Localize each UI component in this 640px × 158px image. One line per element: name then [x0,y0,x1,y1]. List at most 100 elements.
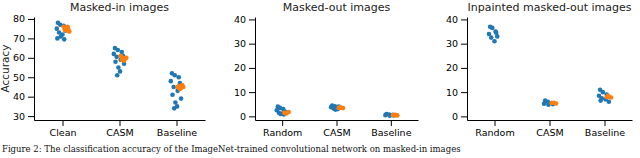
point [283,111,288,116]
x-tick-label: Baseline [585,127,625,138]
y-tick: 30 [234,38,255,49]
x-tick-mark [550,120,551,126]
point [64,27,69,32]
caption: Figure 2: The classification accuracy of… [2,144,461,154]
y-tick-label: 80 [13,13,25,24]
y-tick: 30 [13,111,34,122]
x-tick: CASM [106,120,133,138]
point [172,73,177,78]
x-tick: Random [263,120,302,138]
plot-area [487,24,614,107]
y-tick: 70 [13,33,34,44]
x-tick-mark [282,120,283,126]
y-tick-label: 30 [446,38,458,49]
y-axis-line [255,18,256,121]
point [55,36,60,41]
y-tick-mark [28,77,34,78]
point [115,73,120,78]
point [337,105,342,110]
x-axis: Random CASM Baseline [468,120,633,138]
y-tick-label: 0 [240,111,246,122]
y-tick-label: 10 [446,87,458,98]
point [395,113,400,118]
point [62,37,67,42]
x-tick-label: Clean [50,127,77,138]
panel: Random CASM Baseline 0 10 20 30 40 Masked-out im… [234,1,419,138]
y-tick: 40 [13,91,34,102]
point [118,69,123,74]
y-tick: 20 [234,62,255,73]
y-tick-mark [249,19,255,20]
point [120,56,125,61]
series [61,24,185,91]
x-tick-mark [495,120,496,126]
y-tick: 40 [446,14,467,25]
y-tick-label: 40 [446,14,458,25]
y-tick-mark [28,19,34,20]
y-tick-label: 40 [234,14,246,25]
y-tick: 0 [240,111,255,122]
y-tick: 50 [13,72,34,83]
y-tick-label: 30 [13,111,25,122]
y-tick-mark [461,116,467,117]
y-tick-mark [28,116,34,117]
y-tick-label: 20 [446,62,458,73]
point [490,26,495,31]
panel: Clean CASM Baseline 30 40 50 60 70 80 Masked-in i… [0,1,206,138]
point [113,59,118,64]
x-axis: Clean CASM Baseline [35,120,206,138]
y-tick-mark [249,44,255,45]
y-tick-label: 0 [452,111,458,122]
plot-area [55,21,186,111]
x-tick-label: Baseline [157,127,197,138]
x-tick: Baseline [371,120,411,138]
x-tick-mark [391,120,392,126]
title: Masked-out images [283,1,391,14]
x-tick-label: Random [475,127,514,138]
x-tick: CASM [323,120,350,138]
x-tick-label: CASM [536,127,563,138]
y-tick: 20 [446,62,467,73]
y-tick: 40 [234,14,255,25]
y-tick-mark [28,38,34,39]
y-tick-mark [249,92,255,93]
x-tick: Baseline [157,120,197,138]
point [492,39,497,44]
y-tick-mark [461,92,467,93]
y-tick-mark [28,58,34,59]
figure: Clean CASM Baseline 30 40 50 60 70 80 Masked-in i… [0,0,640,158]
point [119,50,124,55]
y-axis-line [34,18,35,121]
series [282,105,400,118]
y-tick-mark [461,68,467,69]
point [176,75,181,80]
y-tick: 10 [234,87,255,98]
y-tick-label: 60 [13,52,25,63]
point [115,48,120,53]
y-tick: 80 [13,13,34,24]
title: Inpainted masked-out images [467,1,631,14]
point [114,55,119,60]
y-tick: 0 [452,111,467,122]
title: Masked-in images [70,1,169,14]
point [489,35,494,40]
point [179,96,184,101]
panel: Random CASM Baseline 0 10 20 30 40 Inpainted mas… [446,1,633,138]
x-tick: CASM [536,120,563,138]
point [601,90,606,95]
x-tick-mark [605,120,606,126]
point [494,30,499,35]
point [607,100,612,105]
y-tick: 30 [446,38,467,49]
y-axis: 30 40 50 60 70 80 [13,13,35,121]
plot-area [274,103,399,118]
y-tick-mark [28,97,34,98]
point [169,79,174,84]
x-tick-mark [120,120,121,126]
y-tick-label: 30 [234,38,246,49]
x-tick-label: Baseline [371,127,411,138]
point [554,101,559,106]
y-tick: 60 [13,52,34,63]
y-axis-line [467,18,468,121]
series [549,93,613,105]
